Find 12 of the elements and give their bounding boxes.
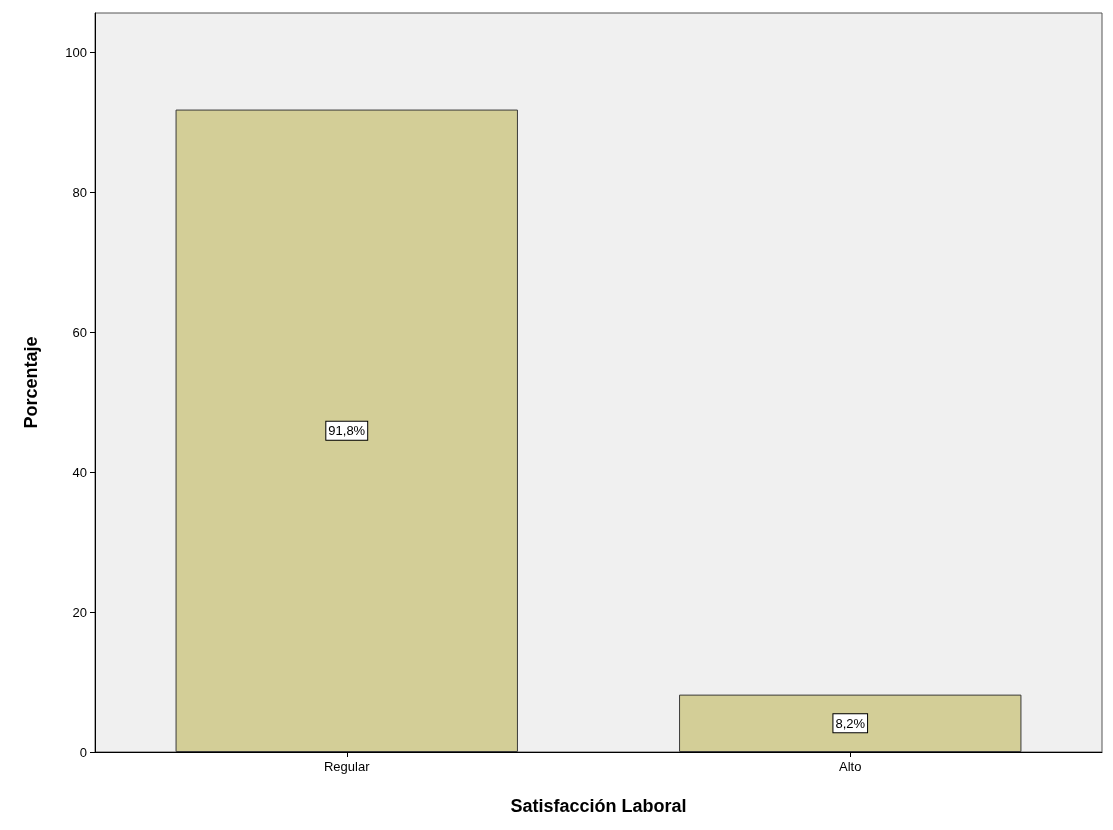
y-axis-title: Porcentaje — [21, 336, 41, 429]
y-tick-label: 60 — [72, 324, 87, 340]
x-tick-label: Regular — [323, 759, 371, 774]
x-axis-title: Satisfacción Laboral — [510, 796, 687, 816]
y-tick-label: 100 — [65, 44, 87, 60]
x-tick-label: Alto — [839, 759, 862, 774]
y-tick-label: 80 — [72, 184, 87, 200]
y-tick-label: 20 — [72, 604, 87, 620]
data-label: 8,2% — [835, 715, 866, 731]
y-tick-label: 0 — [79, 744, 87, 760]
y-tick-label: 40 — [72, 464, 87, 480]
data-label: 91,8% — [328, 423, 366, 439]
